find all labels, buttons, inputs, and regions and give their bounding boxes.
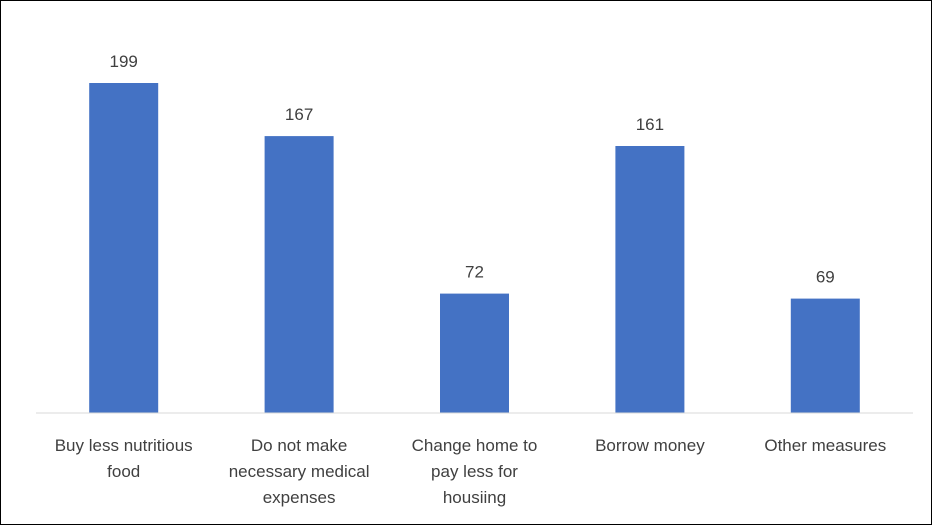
x-tick-label-0-line-1: food bbox=[107, 462, 140, 481]
x-tick-label-2-line-2: housiing bbox=[443, 488, 506, 507]
bar-3 bbox=[615, 146, 685, 413]
data-label-2: 72 bbox=[465, 263, 484, 282]
data-label-4: 69 bbox=[816, 268, 835, 287]
data-label-0: 199 bbox=[110, 52, 138, 71]
bar-2 bbox=[440, 293, 509, 413]
x-tick-label-1-line-0: Do not make bbox=[251, 436, 347, 455]
bars-group bbox=[89, 83, 860, 413]
x-tick-label-3-line-0: Borrow money bbox=[595, 436, 705, 455]
x-tick-label-2-line-0: Change home to bbox=[412, 436, 538, 455]
x-tick-label-1: Do not make necessary medical expenses bbox=[229, 436, 370, 507]
x-tick-label-4-line-0: Other measures bbox=[764, 436, 886, 455]
x-tick-label-1-line-1: necessary medical bbox=[229, 462, 370, 481]
bar-4 bbox=[790, 298, 860, 413]
x-tick-label-0: Buy less nutritious food bbox=[55, 436, 193, 481]
x-tick-label-1-line-2: expenses bbox=[263, 488, 336, 507]
data-labels-group: 199 167 72 161 69 bbox=[110, 52, 835, 287]
x-tick-label-2-line-1: pay less for bbox=[431, 462, 518, 481]
x-tick-label-0-line-0: Buy less nutritious bbox=[55, 436, 193, 455]
bar-0 bbox=[89, 83, 159, 413]
x-tick-label-2: Change home to pay less for housiing bbox=[412, 436, 538, 507]
data-label-1: 167 bbox=[285, 105, 313, 124]
x-tick-labels-group: Buy less nutritious food Do not make necess… bbox=[55, 436, 887, 507]
data-label-3: 161 bbox=[636, 115, 664, 134]
bar-1 bbox=[264, 136, 334, 413]
x-tick-label-4: Other measures bbox=[764, 436, 886, 455]
x-tick-label-3: Borrow money bbox=[595, 436, 705, 455]
